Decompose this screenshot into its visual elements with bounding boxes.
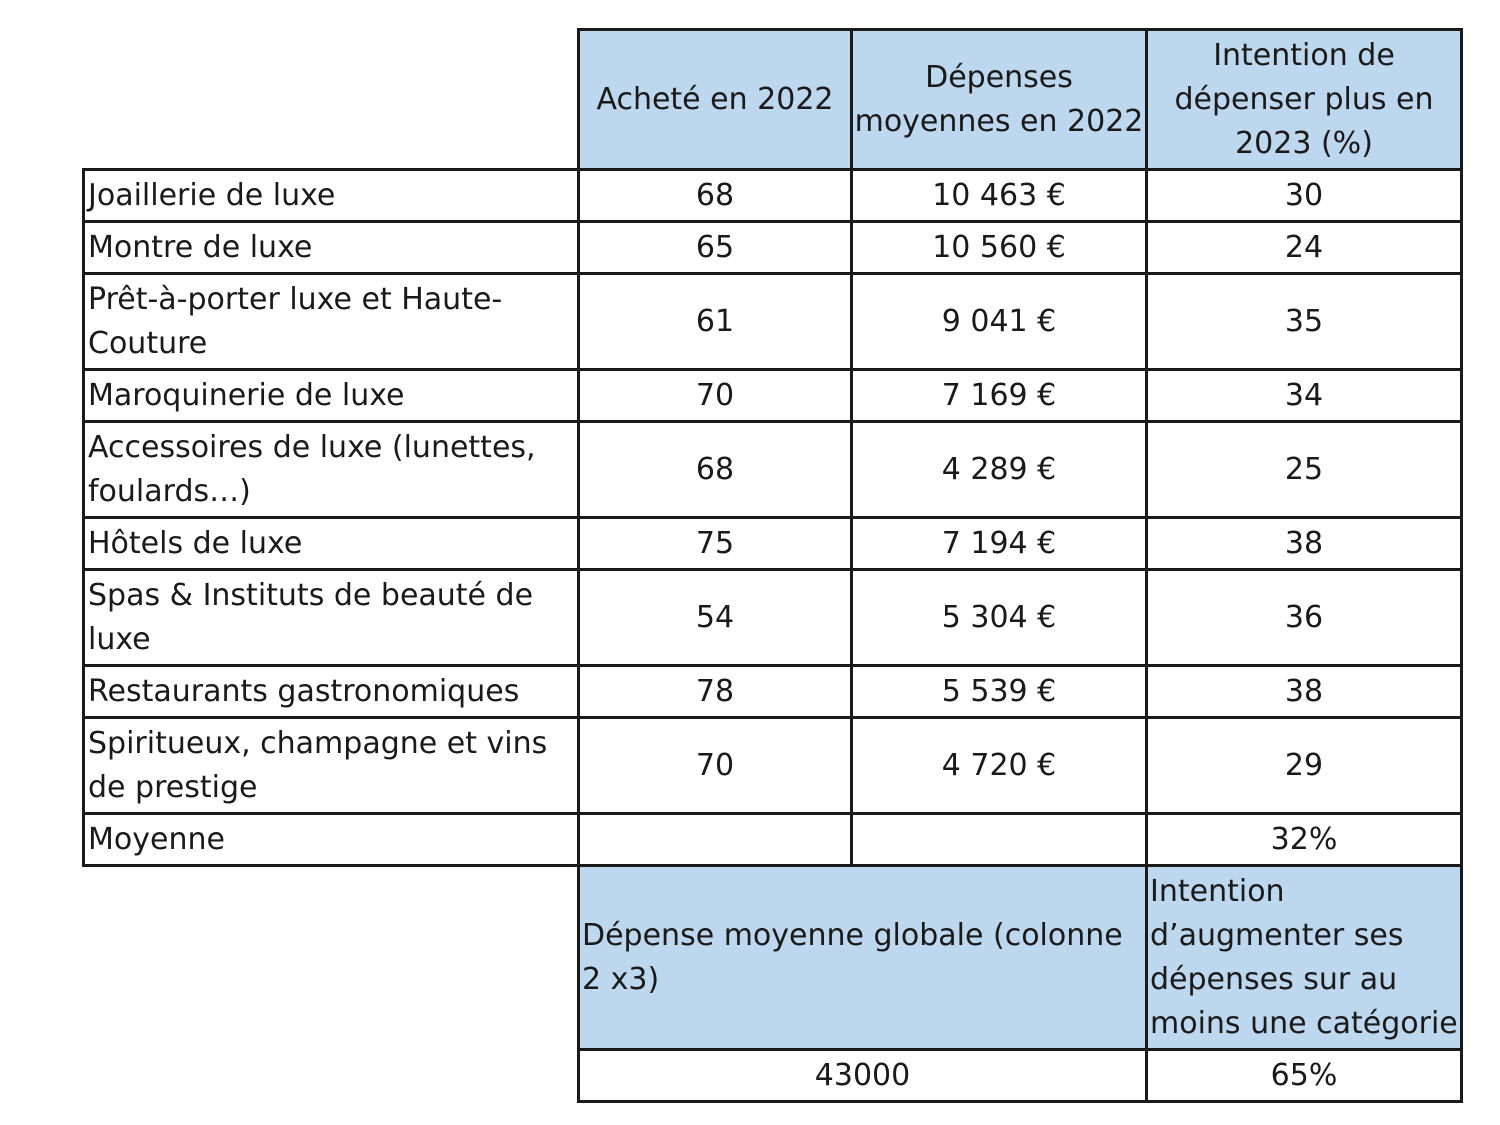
row-intention: 34	[1145, 368, 1463, 423]
row-intention: 36	[1145, 568, 1463, 667]
row-depenses: 10 560 €	[850, 220, 1148, 275]
row-achete: 54	[577, 568, 853, 667]
row-depenses: 7 169 €	[850, 368, 1148, 423]
average-depenses	[850, 812, 1148, 867]
average-intention: 32%	[1145, 812, 1463, 867]
row-intention: 29	[1145, 716, 1463, 815]
row-intention: 38	[1145, 516, 1463, 571]
summary-header-global: Dépense moyenne globale (colonne 2 x3)	[577, 864, 1148, 1051]
row-intention: 30	[1145, 168, 1463, 223]
row-label: Prêt-à-porter luxe et Haute-Couture	[82, 272, 580, 371]
row-depenses: 5 539 €	[850, 664, 1148, 719]
row-depenses: 9 041 €	[850, 272, 1148, 371]
header-depenses: Dépenses moyennes en 2022	[850, 28, 1148, 171]
summary-value-intention: 65%	[1145, 1048, 1463, 1103]
row-achete: 70	[577, 716, 853, 815]
header-achete: Acheté en 2022	[577, 28, 853, 171]
row-depenses: 4 720 €	[850, 716, 1148, 815]
row-label: Montre de luxe	[82, 220, 580, 275]
row-achete: 78	[577, 664, 853, 719]
row-achete: 70	[577, 368, 853, 423]
header-intention: Intention de dépenser plus en 2023 (%)	[1145, 28, 1463, 171]
row-depenses: 4 289 €	[850, 420, 1148, 519]
row-label: Hôtels de luxe	[82, 516, 580, 571]
row-intention: 24	[1145, 220, 1463, 275]
summary-value-global: 43000	[577, 1048, 1148, 1103]
row-achete: 75	[577, 516, 853, 571]
summary-header-intention: Intention d’augmenter ses dépenses sur a…	[1145, 864, 1463, 1051]
row-label: Restaurants gastronomiques	[82, 664, 580, 719]
row-intention: 25	[1145, 420, 1463, 519]
average-label: Moyenne	[82, 812, 580, 867]
row-achete: 68	[577, 420, 853, 519]
row-label: Spas & Instituts de beauté de luxe	[82, 568, 580, 667]
average-achete	[577, 812, 853, 867]
row-label: Spiritueux, champagne et vins de prestig…	[82, 716, 580, 815]
row-achete: 61	[577, 272, 853, 371]
row-intention: 35	[1145, 272, 1463, 371]
row-depenses: 7 194 €	[850, 516, 1148, 571]
row-depenses: 10 463 €	[850, 168, 1148, 223]
row-depenses: 5 304 €	[850, 568, 1148, 667]
row-label: Accessoires de luxe (lunettes, foulards……	[82, 420, 580, 519]
row-achete: 65	[577, 220, 853, 275]
row-label: Maroquinerie de luxe	[82, 368, 580, 423]
row-label: Joaillerie de luxe	[82, 168, 580, 223]
row-intention: 38	[1145, 664, 1463, 719]
row-achete: 68	[577, 168, 853, 223]
